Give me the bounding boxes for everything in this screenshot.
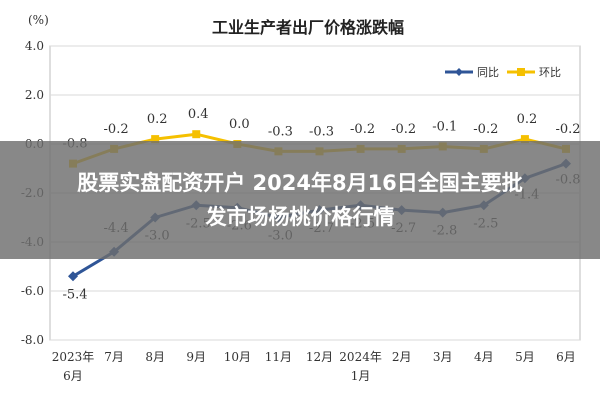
data-label-mom: -0.2 xyxy=(391,122,416,137)
x-tick-label: 11月 xyxy=(265,350,292,364)
x-tick-label: 12月 xyxy=(306,350,333,364)
legend-marker xyxy=(517,68,525,76)
data-label-mom: 0.0 xyxy=(229,117,250,132)
x-tick-label: 2023年 6月 xyxy=(52,350,95,383)
x-tick-line: 2月 xyxy=(392,350,412,364)
x-tick-line: 6月 xyxy=(556,350,576,364)
data-label-yoy: -5.4 xyxy=(62,287,87,302)
legend-marker xyxy=(455,68,463,76)
data-point-mom xyxy=(520,135,529,144)
x-tick-line: 8月 xyxy=(145,350,165,364)
x-tick-label: 2月 xyxy=(392,350,412,364)
data-label-mom: 0.2 xyxy=(517,112,538,127)
data-label-mom: -0.2 xyxy=(350,122,375,137)
chart-title: 工业生产者出厂价格涨跌幅 xyxy=(212,18,404,37)
x-tick-line: 1月 xyxy=(351,369,371,383)
x-tick-label: 8月 xyxy=(145,350,165,364)
data-label-mom: -0.2 xyxy=(555,122,580,137)
legend-label: 环比 xyxy=(539,66,561,79)
x-tick-line: 5月 xyxy=(515,350,535,364)
x-tick-label: 9月 xyxy=(186,350,206,364)
x-axis-ticks: 2023年 6月 7月 8月 9月 10月 11月 12月 2024年 1月 2月 3月 4月 5月 6月 xyxy=(52,350,576,383)
headline-line-1: 股票实盘配资开户 2024年8月16日全国主要批 xyxy=(77,171,523,195)
x-tick-line: 9月 xyxy=(186,350,206,364)
x-tick-label: 3月 xyxy=(433,350,453,364)
x-tick-label: 10月 xyxy=(224,350,251,364)
x-tick-line: 6月 xyxy=(63,369,83,383)
x-tick-line: 2023年 xyxy=(52,350,95,364)
x-tick-label: 4月 xyxy=(474,350,494,364)
legend: 同比 环比 xyxy=(445,66,561,79)
data-label-mom: -0.1 xyxy=(432,119,457,134)
headline-line-2: 发市场杨桃价格行情 xyxy=(205,205,395,229)
x-tick-label: 5月 xyxy=(515,350,535,364)
x-tick-line: 7月 xyxy=(104,350,124,364)
data-point-mom xyxy=(192,130,201,139)
x-tick-line: 4月 xyxy=(474,350,494,364)
headline-banner: 股票实盘配资开户 2024年8月16日全国主要批 发市场杨桃价格行情 xyxy=(0,141,600,259)
data-point-mom xyxy=(151,135,160,144)
y-unit-label: (%) xyxy=(28,13,49,27)
data-label-mom: -0.2 xyxy=(473,122,498,137)
data-label-mom: -0.3 xyxy=(268,124,293,139)
data-label-mom: -0.3 xyxy=(309,124,334,139)
x-tick-label: 7月 xyxy=(104,350,124,364)
x-tick-label: 6月 xyxy=(556,350,576,364)
y-tick-label: -8.0 xyxy=(21,333,44,347)
y-tick-label: 2.0 xyxy=(25,88,44,102)
x-tick-line: 10月 xyxy=(224,350,251,364)
data-label-mom: 0.2 xyxy=(147,112,168,127)
x-tick-line: 3月 xyxy=(433,350,453,364)
y-tick-label: -6.0 xyxy=(21,284,44,298)
legend-label: 同比 xyxy=(477,66,499,79)
x-tick-label: 2024年 1月 xyxy=(339,350,382,383)
x-tick-line: 12月 xyxy=(306,350,333,364)
y-tick-label: 4.0 xyxy=(25,39,44,53)
data-label-mom: -0.2 xyxy=(104,122,129,137)
data-point-yoy xyxy=(68,271,78,282)
data-label-mom: 0.4 xyxy=(188,107,209,122)
x-tick-line: 2024年 xyxy=(339,350,382,364)
x-tick-line: 11月 xyxy=(265,350,292,364)
